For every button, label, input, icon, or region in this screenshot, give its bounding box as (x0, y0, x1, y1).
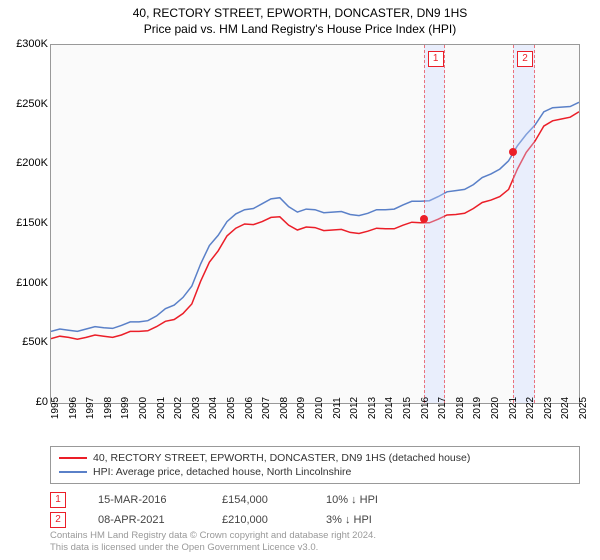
sale-delta: 3% ↓ HPI (326, 514, 372, 526)
xtick-label: 2005 (226, 397, 237, 419)
series-svg (51, 45, 579, 403)
xtick-label: 1995 (50, 397, 61, 419)
xtick-label: 2008 (279, 397, 290, 419)
xtick-label: 2010 (314, 397, 325, 419)
sales-table: 1 15-MAR-2016 £154,000 10% ↓ HPI 2 08-APR-202… (50, 490, 580, 530)
sale-row-marker: 1 (50, 492, 66, 508)
chart-subtitle: Price paid vs. HM Land Registry's House … (0, 20, 600, 36)
xtick-label: 1997 (85, 397, 96, 419)
sale-date: 08-APR-2021 (98, 514, 198, 526)
sale-marker-2: 2 (517, 51, 533, 67)
legend-swatch (59, 471, 87, 473)
xtick-label: 2004 (208, 397, 219, 419)
xtick-label: 2009 (296, 397, 307, 419)
xtick-label: 2017 (437, 397, 448, 419)
xtick-label: 2003 (191, 397, 202, 419)
xtick-label: 1996 (68, 397, 79, 419)
xtick-label: 2020 (490, 397, 501, 419)
xtick-label: 2011 (332, 397, 343, 419)
xtick-label: 2001 (156, 397, 167, 419)
sale-price: £154,000 (222, 494, 302, 506)
legend: 40, RECTORY STREET, EPWORTH, DONCASTER, … (50, 446, 580, 484)
sale-row-marker: 2 (50, 512, 66, 528)
ytick-label: £0 (0, 396, 48, 408)
xtick-label: 2012 (349, 397, 360, 419)
xtick-label: 2007 (261, 397, 272, 419)
ytick-label: £150K (0, 217, 48, 229)
ytick-label: £50K (0, 336, 48, 348)
credits-line-1: Contains HM Land Registry data © Crown c… (50, 530, 580, 542)
series-line (51, 112, 579, 339)
legend-item: 40, RECTORY STREET, EPWORTH, DONCASTER, … (59, 451, 571, 465)
credits: Contains HM Land Registry data © Crown c… (50, 530, 580, 554)
legend-item: HPI: Average price, detached house, Nort… (59, 465, 571, 479)
legend-label: HPI: Average price, detached house, Nort… (93, 466, 351, 478)
xtick-label: 2025 (578, 397, 589, 419)
ytick-label: £200K (0, 157, 48, 169)
xtick-label: 2018 (455, 397, 466, 419)
sale-marker-1: 1 (428, 51, 444, 67)
plot-area: 12 (50, 44, 580, 404)
sale-band (513, 45, 535, 403)
sale-price: £210,000 (222, 514, 302, 526)
legend-swatch (59, 457, 87, 459)
xtick-label: 1998 (103, 397, 114, 419)
xtick-label: 2022 (525, 397, 536, 419)
xtick-label: 1999 (120, 397, 131, 419)
sale-point (420, 215, 428, 223)
chart-container: 40, RECTORY STREET, EPWORTH, DONCASTER, … (0, 0, 600, 560)
xtick-label: 2002 (173, 397, 184, 419)
xtick-label: 2023 (543, 397, 554, 419)
xtick-label: 2021 (508, 397, 519, 419)
xtick-label: 2019 (472, 397, 483, 419)
sale-row: 1 15-MAR-2016 £154,000 10% ↓ HPI (50, 490, 580, 510)
xtick-label: 2000 (138, 397, 149, 419)
xtick-label: 2006 (244, 397, 255, 419)
sale-delta: 10% ↓ HPI (326, 494, 378, 506)
ytick-label: £250K (0, 98, 48, 110)
chart-title: 40, RECTORY STREET, EPWORTH, DONCASTER, … (0, 0, 600, 20)
xtick-label: 2013 (367, 397, 378, 419)
sale-date: 15-MAR-2016 (98, 494, 198, 506)
xtick-label: 2016 (420, 397, 431, 419)
xtick-label: 2015 (402, 397, 413, 419)
sale-point (509, 148, 517, 156)
xtick-label: 2014 (384, 397, 395, 419)
credits-line-2: This data is licensed under the Open Gov… (50, 542, 580, 554)
sale-band (424, 45, 445, 403)
xtick-label: 2024 (560, 397, 571, 419)
sale-row: 2 08-APR-2021 £210,000 3% ↓ HPI (50, 510, 580, 530)
legend-label: 40, RECTORY STREET, EPWORTH, DONCASTER, … (93, 452, 470, 464)
ytick-label: £100K (0, 277, 48, 289)
series-line (51, 102, 579, 331)
ytick-label: £300K (0, 38, 48, 50)
